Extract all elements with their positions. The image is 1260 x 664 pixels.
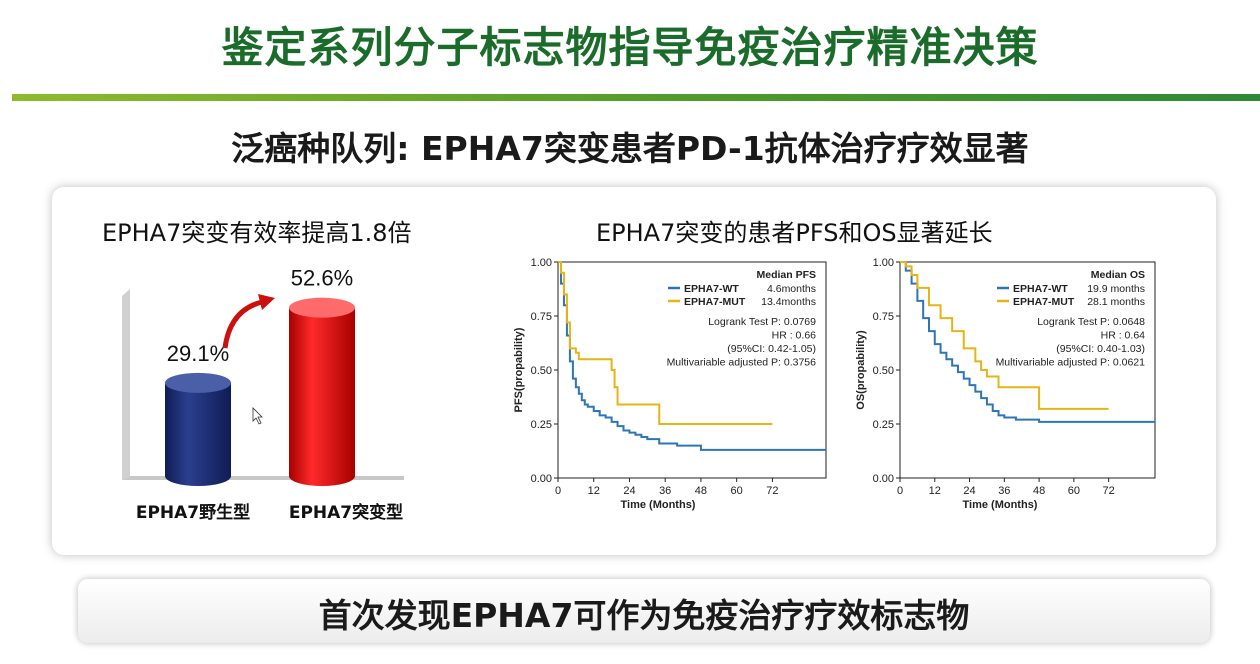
increase-arrow-head xyxy=(258,294,275,310)
stats-text: Multivariable adjusted P: 0.0621 xyxy=(996,357,1146,369)
legend-series-name: EPHA7-WT xyxy=(684,283,739,295)
x-tick-label: 60 xyxy=(731,485,743,497)
y-tick-label: 0.75 xyxy=(531,311,552,323)
conclusion-text: 首次发现EPHA7可作为免疫治疗疗效标志物 xyxy=(318,596,970,635)
legend-median: 28.1 months xyxy=(1087,296,1145,308)
x-tick-label: 24 xyxy=(623,485,635,497)
x-tick-label: 48 xyxy=(1033,485,1045,497)
x-tick-label: 72 xyxy=(766,485,778,497)
stats-text: HR : 0.66 xyxy=(772,330,817,342)
increase-arrow xyxy=(222,299,263,349)
survival-charts-heading: EPHA7突变的患者PFS和OS显著延长 xyxy=(596,219,993,247)
y-tick-label: 0.25 xyxy=(531,419,552,431)
y-tick-label: 0.75 xyxy=(873,311,894,323)
conclusion-box xyxy=(78,579,1210,643)
x-tick-label: 24 xyxy=(963,485,975,497)
x-tick-label: 60 xyxy=(1068,485,1080,497)
legend-title: Median PFS xyxy=(756,269,816,281)
bar-value-label: 29.1% xyxy=(167,341,229,366)
stats-text: Logrank Test P: 0.0769 xyxy=(708,316,816,328)
legend-median: 4.6months xyxy=(767,283,816,295)
bar-value-label: 52.6% xyxy=(291,266,353,291)
wt-survival-curve xyxy=(900,261,1155,423)
bar-category-label: EPHA7野生型 xyxy=(136,502,250,523)
x-axis-label: Time (Months) xyxy=(963,499,1038,511)
bar-chart: 29.1% EPHA7野生型 52.6% EPHA7突变型 xyxy=(122,266,404,523)
x-tick-label: 36 xyxy=(998,485,1010,497)
mut-survival-curve xyxy=(558,261,773,425)
legend-series-name: EPHA7-MUT xyxy=(1013,296,1075,308)
stats-text: Logrank Test P: 0.0648 xyxy=(1037,316,1145,328)
x-tick-label: 36 xyxy=(659,485,671,497)
y-tick-label: 1.00 xyxy=(873,257,894,269)
bar-chart-heading: EPHA7突变有效率提高1.8倍 xyxy=(102,219,412,247)
wt-survival-curve xyxy=(558,261,826,451)
y-tick-label: 0.50 xyxy=(531,365,552,377)
bar-mutant xyxy=(289,297,355,486)
y-tick-label: 0.00 xyxy=(531,473,552,485)
y-axis-label: OS(propability) xyxy=(855,330,867,410)
x-tick-label: 12 xyxy=(588,485,600,497)
content-panel xyxy=(52,187,1216,555)
slide-subtitle: 泛癌种队列: EPHA7突变患者PD-1抗体治疗疗效显著 xyxy=(231,129,1029,168)
stats-text: Multivariable adjusted P: 0.3756 xyxy=(667,357,817,369)
x-tick-label: 48 xyxy=(695,485,707,497)
bar-chart-x-axis xyxy=(122,476,404,480)
x-tick-label: 72 xyxy=(1103,485,1115,497)
mut-survival-curve xyxy=(900,261,1109,410)
legend-series-name: EPHA7-MUT xyxy=(684,296,746,308)
y-tick-label: 0.50 xyxy=(873,365,894,377)
stats-text: (95%CI: 0.40-1.03) xyxy=(1056,343,1145,355)
legend-median: 13.4months xyxy=(761,296,816,308)
x-tick-label: 0 xyxy=(555,485,561,497)
slide-title: 鉴定系列分子标志物指导免疫治疗精准决策 xyxy=(221,23,1039,72)
x-axis-label: Time (Months) xyxy=(621,499,696,511)
bar-chart-y-axis xyxy=(122,289,130,480)
pfs-chart: 0.00 0.25 0.50 0.75 1.00 0 12 24 36 48 60 72 Time (M… xyxy=(513,257,827,511)
x-tick-label: 0 xyxy=(897,485,903,497)
y-tick-label: 1.00 xyxy=(531,257,552,269)
title-divider xyxy=(12,94,1260,101)
stats-text: HR : 0.64 xyxy=(1101,330,1146,342)
legend-series-name: EPHA7-WT xyxy=(1013,283,1068,295)
stats-text: (95%CI: 0.42-1.05) xyxy=(727,343,816,355)
y-tick-label: 0.00 xyxy=(873,473,894,485)
bar-wild-type xyxy=(165,372,231,486)
bar-category-label: EPHA7突变型 xyxy=(289,502,403,523)
y-axis-label: PFS(propability) xyxy=(513,327,525,412)
os-chart: 0.00 0.25 0.50 0.75 1.00 0 12 24 36 48 60 72 Time (M… xyxy=(855,257,1156,511)
mouse-cursor-icon xyxy=(252,407,263,425)
legend-median: 19.9 months xyxy=(1087,283,1145,295)
y-tick-label: 0.25 xyxy=(873,419,894,431)
x-tick-label: 12 xyxy=(929,485,941,497)
legend-title: Median OS xyxy=(1091,269,1145,281)
